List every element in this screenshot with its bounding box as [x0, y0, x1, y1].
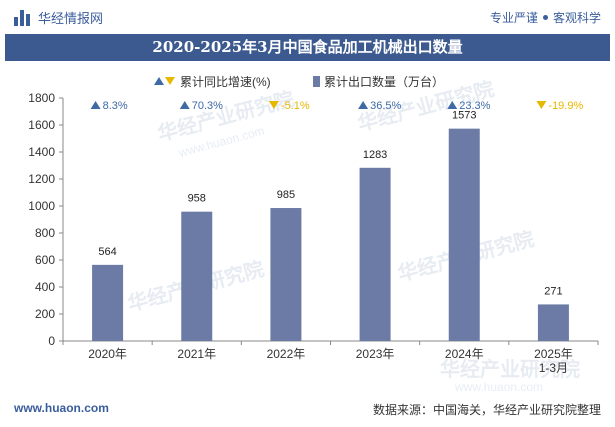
dot-separator-icon [542, 15, 548, 20]
bar [270, 208, 302, 341]
slogan-part-1: 专业严谨 [489, 11, 538, 25]
bar [448, 128, 480, 341]
growth-label: 8.3% [103, 100, 128, 112]
bars [92, 128, 569, 341]
y-tick-label: 0 [48, 334, 55, 348]
bar-value-label: 1573 [452, 110, 476, 122]
bar [92, 264, 124, 341]
slogan: 专业严谨 客观科学 [490, 9, 601, 26]
x-tick-label: 2024年 [445, 347, 484, 361]
axes: 0 200 400 600 800 1000 1200 1400 1600 1800 [28, 91, 599, 348]
y-tick-label: 1200 [28, 172, 55, 186]
bar-value-label: 564 [98, 246, 116, 258]
bar-value-label: 271 [544, 285, 562, 297]
x-tick-label: 2023年 [356, 347, 395, 361]
x-tick-label: 2021年 [177, 347, 216, 361]
growth-up-triangle-icon [447, 101, 458, 109]
legend-down-triangle-icon [165, 77, 175, 85]
bar [537, 304, 569, 341]
x-tick-label: 2022年 [267, 347, 306, 361]
x-tick-label: 2025年 1-3月 [534, 347, 573, 375]
growth-down-triangle-icon [268, 101, 279, 109]
chart-title: 2020-2025年3月中国食品加工机械出口数量 [5, 34, 610, 61]
y-tick-label: 1000 [28, 199, 55, 213]
y-tick-label: 1800 [28, 91, 55, 105]
y-tick-label: 600 [35, 253, 55, 267]
bar-value-label: 958 [188, 193, 206, 205]
legend-swatch-export [313, 76, 320, 87]
logo-bars-icon [14, 9, 32, 26]
watermark-text: 华经产业研究院 [440, 357, 580, 381]
slogan-part-2: 客观科学 [552, 11, 601, 25]
y-tick-label: 1400 [28, 145, 55, 159]
legend-label-export: 累计出口数量（万台） [324, 74, 444, 89]
growth-down-triangle-icon [536, 101, 547, 109]
bar-value-label: 1283 [363, 149, 387, 161]
growth-up-triangle-icon [358, 101, 369, 109]
y-tick-label: 200 [35, 307, 55, 321]
x-tick-label: 2020年 [88, 347, 127, 361]
footer-source: 数据来源：中国海关，华经产业研究院整理 [372, 403, 601, 417]
logo-text: 华经情报网 [38, 11, 104, 26]
bar [181, 211, 213, 341]
top-bar: 华经情报网 专业严谨 客观科学 [0, 0, 615, 34]
growth-up-triangle-icon [90, 101, 101, 109]
growth-label: 70.3% [192, 100, 223, 112]
watermark-url: www.huaon.com [454, 380, 543, 394]
legend: 累计同比增速(%) 累计出口数量（万台） [154, 74, 444, 89]
logo[interactable]: 华经情报网 [14, 8, 103, 27]
legend-up-triangle-icon [154, 77, 164, 85]
footer-website[interactable]: www.huaon.com [14, 401, 109, 415]
labels: 564 2020年 8.3% 958 2021年 70.3% 985 2022年 -5.1% 12… [88, 100, 583, 375]
legend-label-growth: 累计同比增速(%) [180, 75, 271, 89]
growth-label: 23.3% [459, 100, 490, 112]
bar [359, 167, 391, 341]
growth-label: 36.5% [370, 100, 401, 112]
bar-value-label: 985 [277, 189, 295, 201]
y-tick-label: 1600 [28, 118, 55, 132]
bar-chart: 华经产业研究院 www.huaon.com 华经产业研究院 华经产业研究院 华经… [28, 74, 599, 394]
growth-label: -5.1% [281, 100, 310, 112]
growth-up-triangle-icon [179, 101, 190, 109]
y-tick-label: 400 [35, 280, 55, 294]
y-tick-label: 800 [35, 226, 55, 240]
growth-label: -19.9% [548, 100, 583, 112]
